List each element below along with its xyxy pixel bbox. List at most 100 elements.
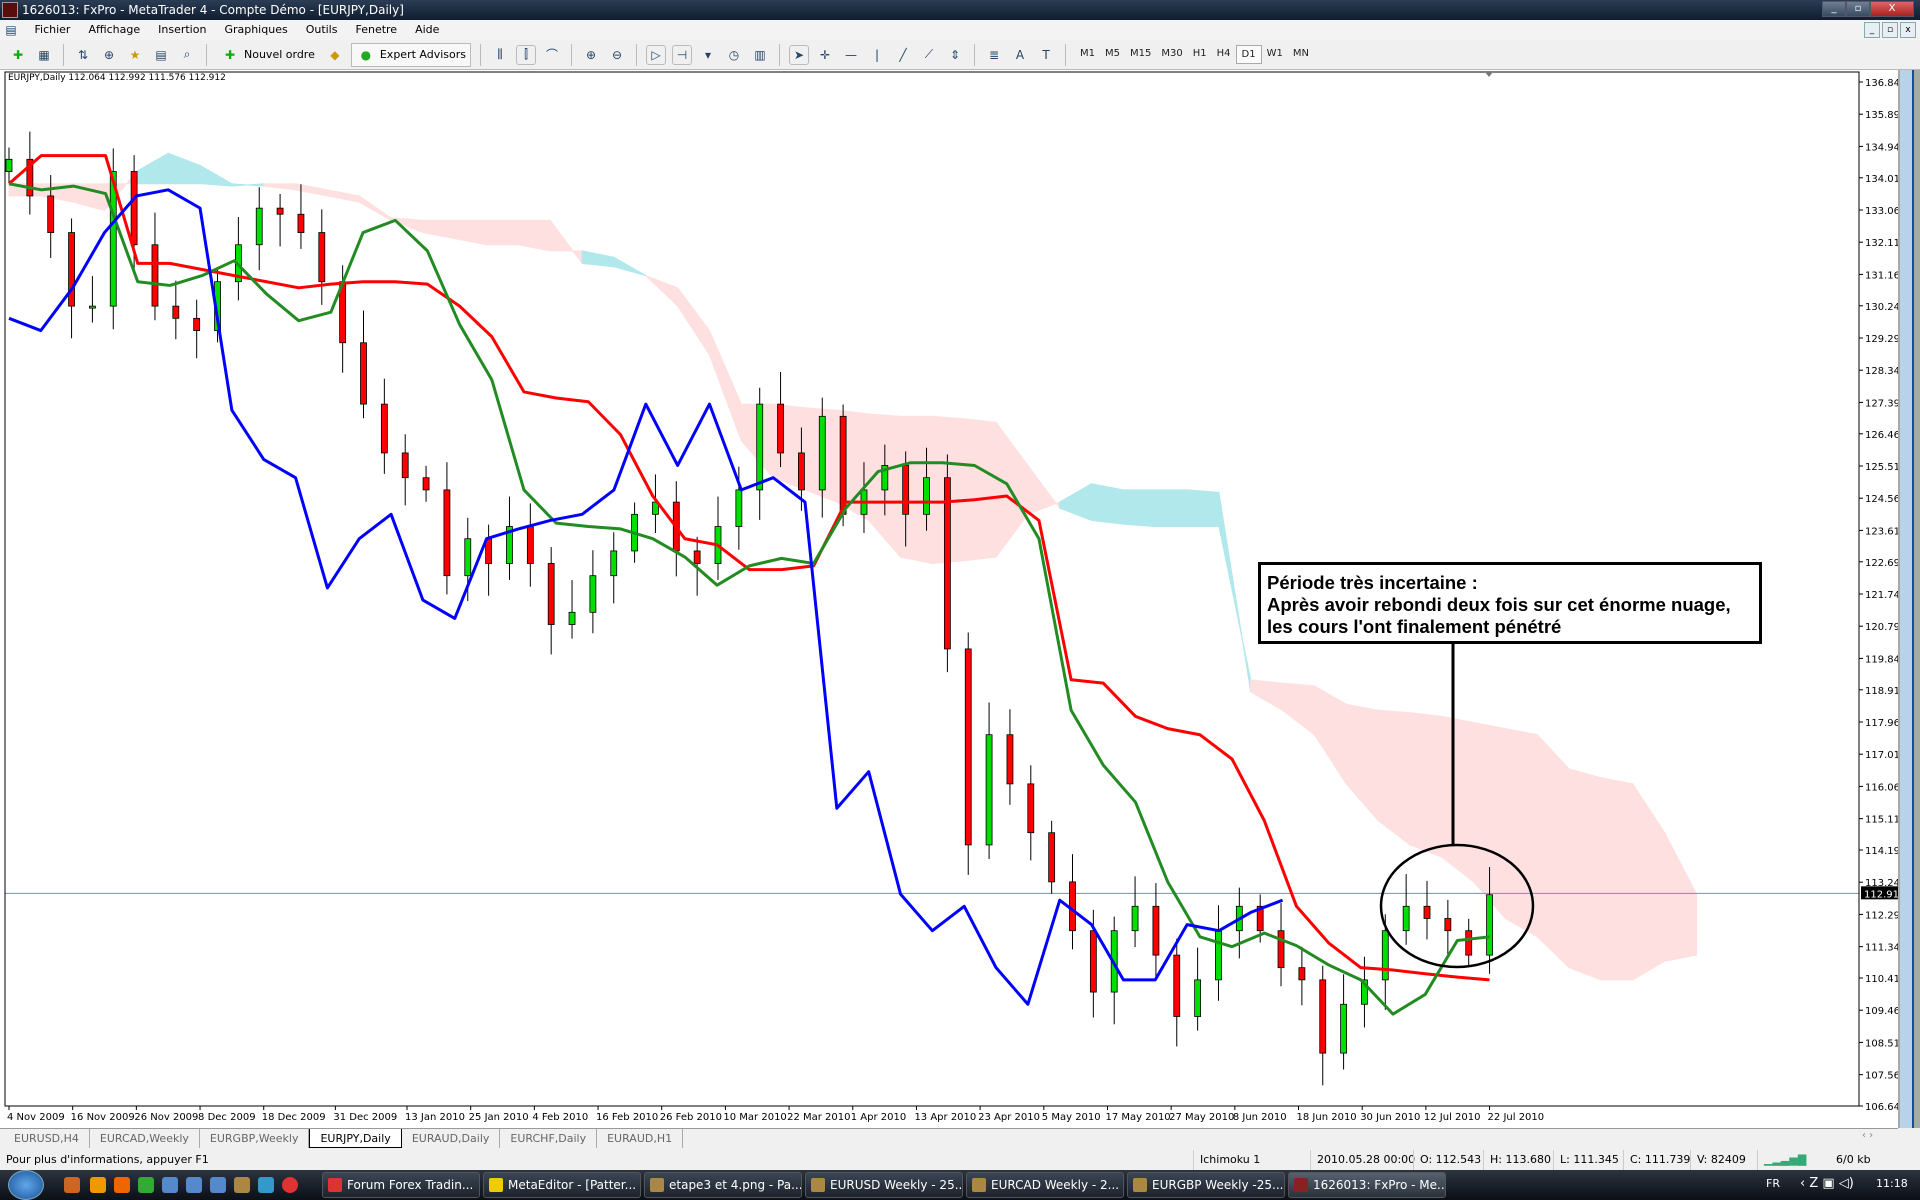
- taskbar-item[interactable]: EURUSD Weekly - 25...: [805, 1172, 963, 1198]
- text-label-icon[interactable]: T: [1042, 47, 1050, 62]
- firefox-icon[interactable]: [114, 1177, 130, 1193]
- indicators-icon[interactable]: ▾: [704, 47, 712, 62]
- chart-tab[interactable]: EURCHF,Daily: [500, 1129, 598, 1148]
- new-order-button[interactable]: ✚ Nouvel ordre: [216, 43, 319, 67]
- timeframe-m5[interactable]: M5: [1105, 48, 1120, 59]
- candle-body: [1319, 979, 1327, 1054]
- auto-scroll-icon[interactable]: ▷: [646, 44, 666, 65]
- candle-body: [1340, 1003, 1347, 1054]
- cloud-segment: [1122, 489, 1156, 528]
- trendline-icon[interactable]: ╱: [899, 47, 907, 62]
- tester-icon[interactable]: ⌕: [183, 47, 191, 61]
- document-icon[interactable]: ▤: [5, 23, 17, 37]
- utorrent-icon[interactable]: [138, 1177, 154, 1193]
- taskbar-item[interactable]: etape3 et 4.png - Pa...: [644, 1172, 802, 1198]
- menu-fichier[interactable]: Fichier: [34, 23, 71, 36]
- candle-body: [1444, 918, 1452, 932]
- mdi-close-button[interactable]: x: [1900, 22, 1916, 38]
- zoom-out-icon[interactable]: ⊖: [611, 47, 623, 62]
- periods-icon[interactable]: ◷: [728, 47, 740, 62]
- new-chart-icon[interactable]: ✚: [12, 47, 24, 62]
- price-tick-label: 106.640: [1865, 1102, 1906, 1113]
- chart-tab[interactable]: EURAUD,Daily: [402, 1129, 501, 1148]
- metaeditor-icon[interactable]: ◆: [330, 47, 340, 62]
- crosshair-icon[interactable]: ✛: [819, 47, 831, 62]
- candle: [568, 580, 576, 639]
- quicklaunch-icon[interactable]: [90, 1177, 106, 1193]
- candle-body: [1423, 905, 1431, 919]
- chart-shift-icon[interactable]: ⊣: [672, 44, 692, 65]
- text-icon[interactable]: A: [1015, 47, 1025, 62]
- taskbar-item[interactable]: EURGBP Weekly -25...: [1127, 1172, 1285, 1198]
- minimize-button[interactable]: _: [1822, 1, 1846, 17]
- clock[interactable]: 11:18: [1876, 1177, 1908, 1190]
- timeframe-h1[interactable]: H1: [1192, 48, 1207, 59]
- candle-body: [881, 465, 889, 491]
- bar-chart-icon[interactable]: ⫼: [497, 47, 503, 61]
- tray-icons[interactable]: ‹ Z ▣ ◁): [1800, 1176, 1854, 1191]
- metatrader-icon[interactable]: [186, 1177, 202, 1193]
- date-tick-label: 8 Dec 2009: [198, 1112, 256, 1123]
- metatrader-icon[interactable]: [162, 1177, 178, 1193]
- menu-fenetre[interactable]: Fenetre: [355, 23, 398, 36]
- mdi-restore-button[interactable]: ▫: [1882, 22, 1898, 38]
- chart-tab[interactable]: EURJPY,Daily: [309, 1129, 402, 1148]
- timeframe-d1[interactable]: D1: [1235, 45, 1262, 64]
- timeframe-w1[interactable]: W1: [1266, 48, 1283, 59]
- start-button[interactable]: [8, 1170, 44, 1200]
- menu-aide[interactable]: Aide: [415, 23, 440, 36]
- profiles-icon[interactable]: ▦: [38, 47, 50, 62]
- trendline-angle-icon[interactable]: ⟋: [924, 47, 934, 61]
- fibonacci-icon[interactable]: ≣: [988, 47, 1000, 62]
- terminal-icon[interactable]: ▤: [155, 47, 167, 62]
- mdi-minimize-button[interactable]: _: [1864, 22, 1880, 38]
- close-button[interactable]: X: [1870, 1, 1914, 17]
- menu-affichage[interactable]: Affichage: [88, 23, 141, 36]
- tab-scroll-arrows[interactable]: ‹ ›: [1862, 1130, 1874, 1141]
- candle: [401, 434, 409, 506]
- paint-icon[interactable]: [234, 1177, 250, 1193]
- timeframe-m30[interactable]: M30: [1161, 48, 1183, 59]
- quicklaunch-icon[interactable]: [64, 1177, 80, 1193]
- vertical-scrollbar[interactable]: [1900, 70, 1914, 1128]
- date-tick-label: 25 Jan 2010: [469, 1112, 529, 1123]
- chart-tab[interactable]: EURUSD,H4: [4, 1129, 90, 1148]
- cloud-segment: [454, 219, 488, 246]
- horizontal-line-icon[interactable]: —: [845, 47, 857, 62]
- chrome-icon[interactable]: [282, 1177, 298, 1193]
- price-tick-label: 128.340: [1865, 366, 1906, 377]
- price-tick-label: 114.190: [1865, 846, 1906, 857]
- language-indicator[interactable]: FR: [1766, 1177, 1780, 1190]
- vertical-line-icon[interactable]: |: [874, 47, 880, 62]
- templates-icon[interactable]: ▥: [754, 47, 766, 62]
- taskbar-item-label: MetaEditor - [Patter...: [508, 1178, 637, 1192]
- expert-advisors-button[interactable]: ● Expert Advisors: [350, 42, 471, 67]
- line-chart-icon[interactable]: ⌒: [545, 48, 558, 62]
- arrows-icon[interactable]: ⇕: [949, 47, 961, 62]
- menu-insertion[interactable]: Insertion: [158, 23, 207, 36]
- timeframe-m15[interactable]: M15: [1130, 48, 1152, 59]
- metatrader-icon[interactable]: [210, 1177, 226, 1193]
- taskbar-item[interactable]: Forum Forex Tradin...: [322, 1172, 480, 1198]
- taskbar-item[interactable]: 1626013: FxPro - Me...: [1288, 1172, 1446, 1198]
- restore-button[interactable]: ▫: [1846, 1, 1870, 17]
- taskbar-item[interactable]: EURCAD Weekly - 2...: [966, 1172, 1124, 1198]
- market-watch-icon[interactable]: ⇅: [77, 47, 89, 62]
- taskbar-item[interactable]: MetaEditor - [Patter...: [483, 1172, 641, 1198]
- annotation-ellipse: [1379, 843, 1535, 969]
- menu-graphiques[interactable]: Graphiques: [224, 23, 288, 36]
- navigator-icon[interactable]: ★: [129, 47, 141, 62]
- timeframe-h4[interactable]: H4: [1216, 48, 1231, 59]
- timeframe-mn[interactable]: MN: [1292, 48, 1309, 59]
- chart-tab[interactable]: EURAUD,H1: [597, 1129, 684, 1148]
- cursor-icon[interactable]: ➤: [789, 44, 809, 65]
- refresh-icon[interactable]: [258, 1177, 274, 1193]
- chart-tab[interactable]: EURCAD,Weekly: [90, 1129, 200, 1148]
- data-window-icon[interactable]: ⊕: [103, 47, 115, 62]
- candlestick-icon[interactable]: ⫿: [516, 44, 536, 65]
- menu-outils[interactable]: Outils: [305, 23, 338, 36]
- chart-tab[interactable]: EURGBP,Weekly: [200, 1129, 310, 1148]
- timeframe-m1[interactable]: M1: [1080, 48, 1095, 59]
- status-traffic: 6/0 kb: [1836, 1153, 1871, 1166]
- zoom-in-icon[interactable]: ⊕: [585, 47, 597, 62]
